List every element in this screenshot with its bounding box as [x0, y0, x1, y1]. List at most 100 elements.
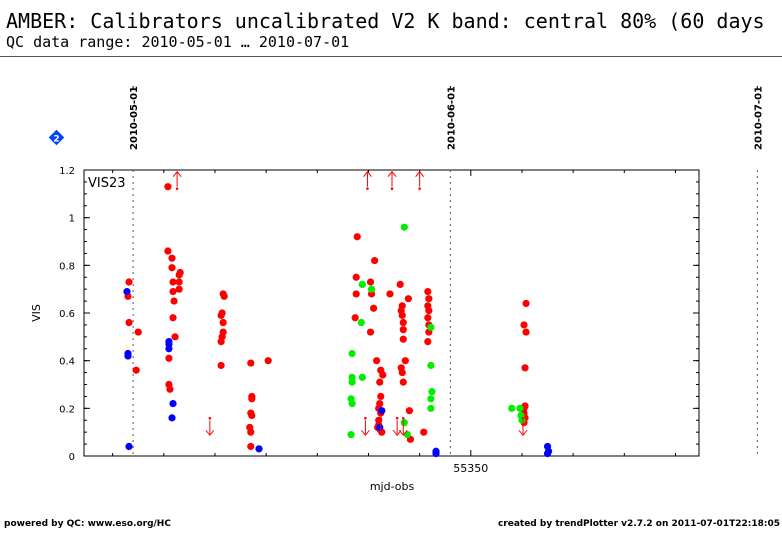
data-point: [176, 268, 184, 277]
data-point: [399, 326, 407, 334]
data-point: [352, 290, 360, 298]
badge-number: 2: [53, 135, 59, 145]
data-point: [432, 450, 440, 458]
data-point: [400, 419, 408, 427]
data-point: [425, 307, 433, 315]
data-point: [264, 357, 272, 365]
data-point: [357, 318, 365, 327]
data-point: [247, 359, 255, 367]
data-point: [366, 278, 375, 286]
data-point: [369, 304, 378, 312]
data-point: [522, 328, 530, 336]
y-tick-label: 0.4: [59, 357, 75, 368]
data-point: [123, 287, 131, 296]
data-point: [168, 254, 176, 262]
data-point: [521, 364, 529, 372]
limit-arrow-head: [172, 170, 182, 177]
data-point: [424, 314, 432, 322]
data-point: [378, 407, 386, 415]
data-point: [169, 399, 177, 408]
data-point: [124, 352, 132, 360]
y-tick-label: 0: [69, 452, 75, 463]
data-point: [125, 278, 133, 286]
data-point: [247, 428, 255, 436]
data-point: [348, 378, 356, 386]
data-point: [171, 333, 179, 341]
lower-limit-arrow: [518, 416, 528, 437]
limit-arrow-head: [376, 429, 386, 437]
data-point: [398, 311, 406, 319]
data-point: [358, 280, 366, 288]
data-point: [367, 285, 376, 293]
data-point: [427, 404, 435, 412]
data-point: [396, 280, 404, 288]
data-point: [165, 345, 173, 353]
data-point: [358, 373, 366, 381]
y-tick-label: 0.2: [59, 404, 75, 415]
data-point: [420, 428, 428, 436]
data-point: [428, 388, 436, 396]
qc-data-range: QC data range: 2010-05-01 … 2010-07-01: [6, 33, 350, 51]
lower-limit-arrow: [361, 416, 370, 437]
data-point: [164, 247, 172, 255]
limit-arrow-dot: [208, 416, 212, 420]
data-point: [400, 223, 408, 231]
data-point: [371, 256, 379, 265]
limit-arrow-dot: [175, 187, 179, 190]
limit-arrow-head: [415, 170, 425, 177]
data-point: [543, 450, 552, 458]
y-tick-label: 1: [69, 214, 75, 225]
footer-powered-by: powered by QC: www.eso.org/HC: [4, 519, 171, 529]
data-point: [169, 287, 177, 296]
upper-limit-arrow: [363, 170, 372, 190]
limit-arrow-head: [387, 170, 397, 177]
data-point: [377, 392, 385, 401]
limit-arrow-dot: [401, 416, 405, 420]
footer-created-by: created by trendPlotter v2.7.2 on 2011-0…: [497, 519, 780, 529]
data-point: [248, 395, 256, 403]
data-point: [398, 368, 406, 377]
diamond-badge-icon[interactable]: 2: [48, 129, 65, 146]
date-marker-label: 2010-06-01: [446, 86, 457, 150]
data-point: [424, 287, 432, 296]
page-title: AMBER: Calibrators uncalibrated V2 K ban…: [6, 9, 765, 33]
data-point: [255, 445, 263, 453]
y-tick-label: 0.6: [59, 309, 75, 320]
limit-arrow-head: [518, 429, 528, 437]
data-point: [168, 414, 176, 422]
data-point: [170, 297, 178, 305]
upper-limit-arrow: [415, 170, 425, 190]
data-point: [217, 311, 225, 319]
upper-limit-arrow: [387, 170, 397, 190]
data-point: [347, 430, 355, 439]
lower-limit-arrow: [398, 416, 408, 437]
data-point: [427, 323, 435, 331]
data-point: [399, 318, 407, 327]
data-point: [401, 357, 409, 365]
data-point: [516, 404, 524, 412]
data-point: [165, 354, 173, 362]
data-point: [219, 318, 227, 327]
data-point: [424, 338, 432, 346]
limit-arrow-head: [205, 429, 215, 437]
date-marker-label: 2010-07-01: [753, 86, 764, 150]
data-point: [404, 295, 412, 303]
limit-arrow-dot: [366, 187, 369, 190]
data-point: [164, 183, 172, 191]
plot-frame: [83, 169, 700, 457]
limit-arrow-dot: [379, 416, 383, 420]
data-point: [366, 328, 375, 336]
data-point: [134, 328, 142, 336]
data-point: [399, 378, 407, 386]
data-point: [376, 423, 384, 431]
data-point: [175, 278, 183, 286]
data-point: [522, 299, 530, 308]
data-point: [168, 264, 176, 272]
date-marker-label: 2010-05-01: [129, 86, 140, 150]
limit-arrow-dot: [390, 187, 394, 190]
data-point: [427, 395, 435, 403]
data-point: [175, 285, 183, 293]
title-divider: [0, 56, 782, 57]
data-point: [353, 233, 361, 241]
